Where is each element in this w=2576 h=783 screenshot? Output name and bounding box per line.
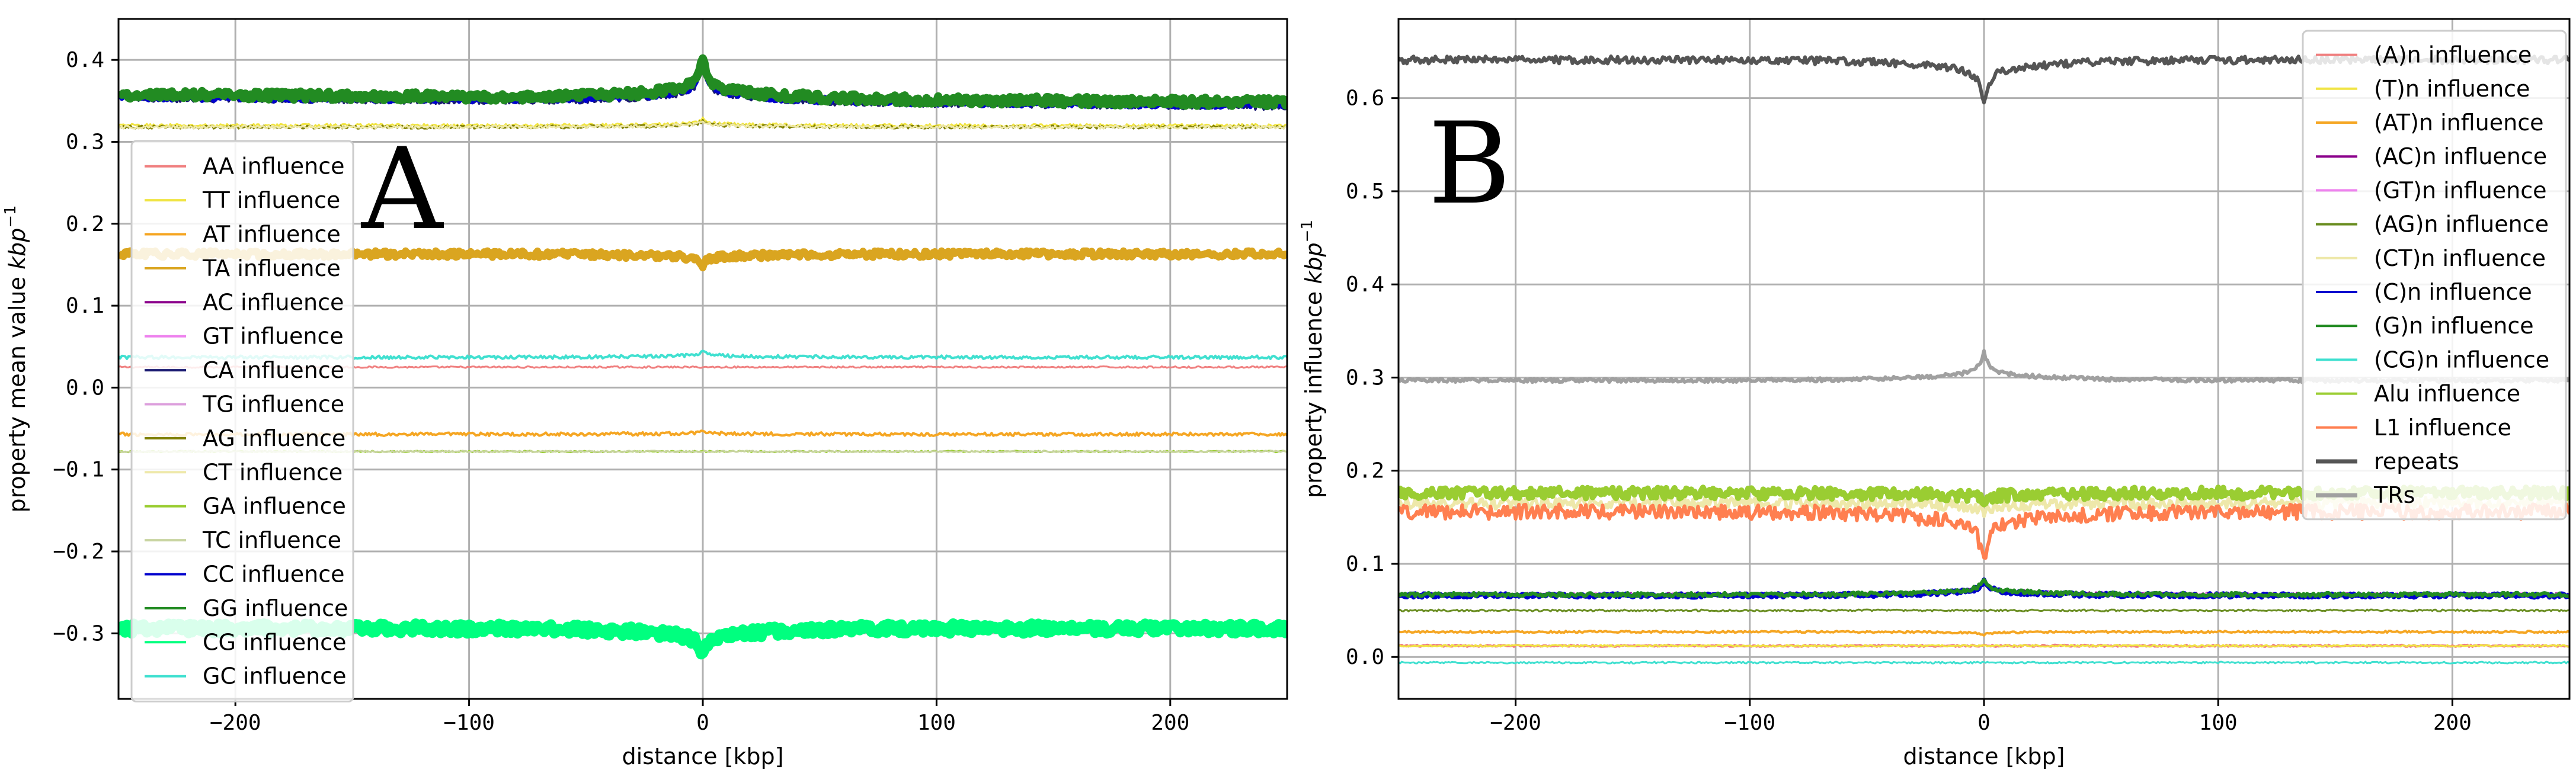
y-tick-label: 0.1 xyxy=(1346,552,1384,576)
legend-entry: TA influence xyxy=(202,255,341,281)
legend-entry: (CG)n influence xyxy=(2374,346,2549,373)
legend-entry: AG influence xyxy=(203,425,345,451)
y-tick-label: 0.6 xyxy=(1346,86,1384,111)
y-tick-label: 0.4 xyxy=(1346,272,1384,297)
legend: AA influence TT influence AT influence TA i… xyxy=(130,140,354,702)
series-line-gg-influence xyxy=(119,54,1287,111)
y-axis-label-text: property mean value xyxy=(4,277,30,512)
legend-entry: AC influence xyxy=(203,289,344,315)
panel-a: −200 −100 0 100 200 −0.3 −0.2 −0.1 0.0 0.1 0.2 0.3 0… xyxy=(2,18,1288,769)
y-tick-label: 0.3 xyxy=(1346,365,1384,390)
y-axis-label: property mean value kbp−1 xyxy=(2,205,30,512)
panel-b: −200 −100 0 100 200 0.0 0.1 0.2 0.3 0.4 0.5 0.6 dist… xyxy=(1298,18,2571,769)
x-tick-label: 200 xyxy=(1151,711,1189,735)
y-tick-label: 0.0 xyxy=(1346,645,1384,669)
x-axis-label: distance [kbp] xyxy=(622,743,784,769)
series-line--ag-n-influence xyxy=(1399,608,2569,612)
legend-entry: (AG)n influence xyxy=(2374,211,2549,238)
x-tick-label: −200 xyxy=(210,711,261,735)
legend-entry: (G)n influence xyxy=(2374,313,2534,339)
legend-entry: (AT)n influence xyxy=(2374,110,2543,136)
legend-entry: Alu influence xyxy=(2374,381,2520,407)
legend-entry: TT influence xyxy=(202,187,340,213)
legend-entry: TRs xyxy=(2373,482,2415,508)
series-line-ct-influence xyxy=(119,120,1287,130)
x-tick-label: 100 xyxy=(917,711,956,735)
y-tick-label: 0.3 xyxy=(66,130,104,154)
legend-entry: GT influence xyxy=(203,323,344,349)
y-tick-label: −0.3 xyxy=(53,621,104,646)
x-tick-label: −200 xyxy=(1490,711,1541,735)
legend: (A)n influence (T)n influence (AT)n influe… xyxy=(2302,30,2567,521)
legend-entry: L1 influence xyxy=(2374,415,2511,441)
legend-entry: CC influence xyxy=(203,561,345,588)
y-axis-label-exponent: −1 xyxy=(1298,220,1316,242)
y-axis-label-text: property influence xyxy=(1301,291,1327,498)
y-tick-label: −0.2 xyxy=(53,540,104,564)
legend-entry: (T)n influence xyxy=(2374,76,2530,102)
y-axis-label-unit: kbp xyxy=(4,228,30,269)
y-tick-label: 0.2 xyxy=(1346,459,1384,483)
y-tick-label: −0.1 xyxy=(53,458,104,482)
legend-entry: CA influence xyxy=(203,357,344,383)
series-line--t-n-influence xyxy=(1399,644,2569,648)
y-axis-label: property influence kbp−1 xyxy=(1298,220,1327,498)
x-tick-label: 0 xyxy=(1977,711,1991,735)
legend-entry: AA influence xyxy=(203,153,345,179)
y-tick-label: 0.4 xyxy=(66,48,104,72)
legend-entry: CG influence xyxy=(203,629,346,655)
y-axis-label-unit: kbp xyxy=(1301,242,1327,284)
legend-entry: AT influence xyxy=(203,222,341,248)
legend-entry: GA influence xyxy=(203,493,346,519)
legend-entry: repeats xyxy=(2374,448,2459,474)
series-line--at-n-influence xyxy=(1399,630,2569,637)
legend-box xyxy=(2302,30,2567,521)
legend-entry: CT influence xyxy=(203,459,343,485)
legend-entry: (GT)n influence xyxy=(2374,177,2547,203)
x-tick-label: 100 xyxy=(2199,711,2238,735)
y-tick-label: 0.0 xyxy=(66,376,104,400)
panel-label: B xyxy=(1428,98,1511,229)
panel-label: A xyxy=(360,124,444,255)
legend-entry: (C)n influence xyxy=(2374,279,2532,305)
legend-box xyxy=(130,140,354,702)
legend-entry: GG influence xyxy=(203,595,348,621)
x-tick-label: −100 xyxy=(443,711,495,735)
series-line--g-n-influence xyxy=(1399,577,2569,598)
y-tick-label: 0.1 xyxy=(66,294,104,318)
legend-entry: TC influence xyxy=(202,527,341,553)
legend-entry: (A)n influence xyxy=(2374,42,2532,68)
x-tick-label: −100 xyxy=(1724,711,1775,735)
y-axis-label-exponent: −1 xyxy=(2,205,20,227)
legend-entry: (AC)n influence xyxy=(2374,143,2547,169)
legend-entry: (CT)n influence xyxy=(2374,245,2546,271)
x-tick-label: 200 xyxy=(2433,711,2472,735)
y-tick-label: 0.5 xyxy=(1346,179,1384,204)
y-axis-label-space xyxy=(4,269,30,277)
series-line--cg-n-influence xyxy=(1399,660,2569,665)
y-tick-label: 0.2 xyxy=(66,212,104,236)
x-tick-label: 0 xyxy=(696,711,709,735)
x-axis-label: distance [kbp] xyxy=(1903,743,2065,769)
legend-entry: GC influence xyxy=(203,663,346,689)
y-axis-label-space xyxy=(1301,284,1327,291)
legend-entry: TG influence xyxy=(202,392,344,418)
